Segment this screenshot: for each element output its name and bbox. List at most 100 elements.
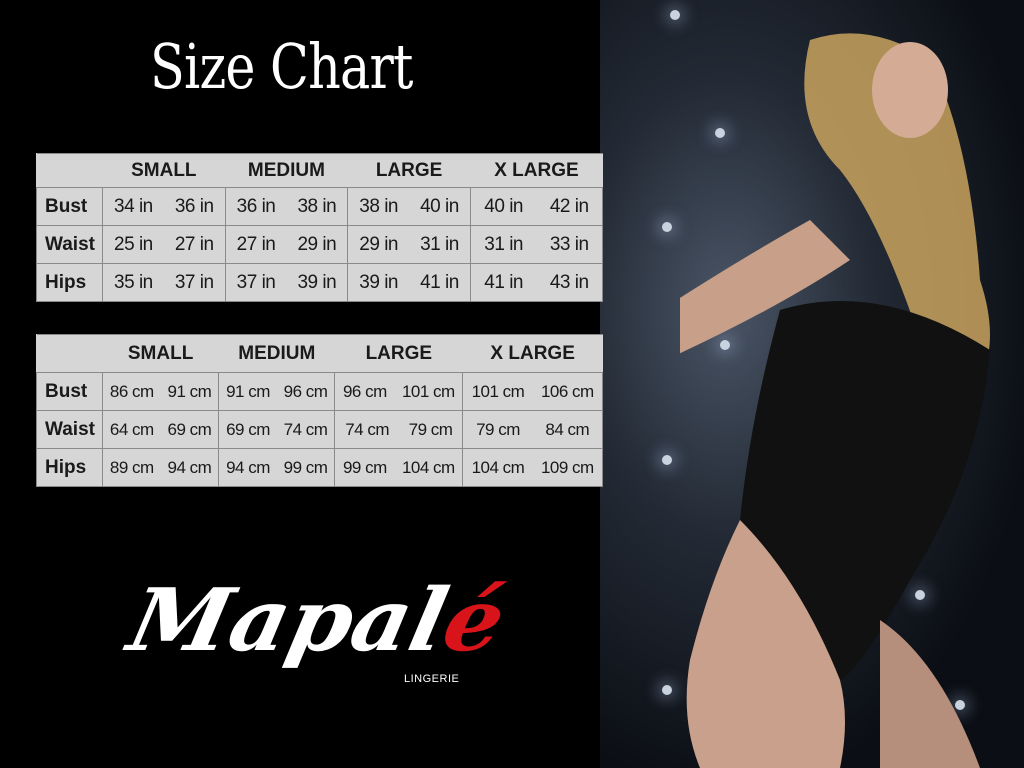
max-value: 79 cm xyxy=(408,419,453,439)
max-value: 37 in xyxy=(174,271,214,293)
min-value: 40 in xyxy=(484,195,523,217)
min-value: 74 cm xyxy=(345,419,389,439)
min-value: 99 cm xyxy=(342,457,387,477)
max-value: 31 in xyxy=(420,233,459,255)
min-value: 96 cm xyxy=(342,381,387,401)
min-value: 69 cm xyxy=(226,419,270,439)
page-title: Size Chart xyxy=(150,30,413,103)
brand-subtitle: LINGERIE xyxy=(404,673,460,685)
table-row: Waist 64 cm 69 cm 69 cm 74 cm 74 cm 79 cm 79 cm… xyxy=(36,410,603,449)
tuft-button xyxy=(670,10,680,20)
min-value: 31 in xyxy=(484,233,523,255)
size-range-cell: 96 cm 101 cm xyxy=(334,372,464,411)
size-header: SMALL xyxy=(102,334,219,373)
max-value: 96 cm xyxy=(283,381,328,401)
max-value: 109 cm xyxy=(540,457,594,477)
max-value: 74 cm xyxy=(283,419,328,439)
min-value: 34 in xyxy=(114,195,153,217)
size-range-cell: 89 cm 94 cm xyxy=(101,448,220,487)
tuft-button xyxy=(915,590,925,600)
size-range-cell: 31 in 33 in xyxy=(469,225,604,264)
brand-logo: Mapalé xyxy=(120,570,513,671)
max-value: 38 in xyxy=(297,195,337,217)
size-range-cell: 34 in 36 in xyxy=(102,187,226,226)
size-range-cell: 99 cm 104 cm xyxy=(334,448,464,487)
header-empty xyxy=(36,153,103,188)
size-header: X LARGE xyxy=(462,334,603,373)
size-header: X LARGE xyxy=(470,153,603,188)
row-label: Waist xyxy=(36,225,103,264)
table-row: Hips 89 cm 94 cm 94 cm 99 cm 99 cm 104 cm 104 c… xyxy=(36,448,603,487)
min-value: 89 cm xyxy=(109,457,154,477)
min-value: 41 in xyxy=(484,271,523,293)
row-label: Bust xyxy=(36,187,103,226)
size-range-cell: 69 cm 74 cm xyxy=(218,410,336,449)
min-value: 29 in xyxy=(359,233,398,255)
size-range-cell: 36 in 38 in xyxy=(224,187,349,226)
max-value: 106 cm xyxy=(540,381,594,401)
min-value: 104 cm xyxy=(471,457,525,477)
tuft-button xyxy=(720,340,730,350)
row-label: Bust xyxy=(36,372,103,411)
size-range-cell: 101 cm 106 cm xyxy=(462,372,603,411)
size-range-cell: 29 in 31 in xyxy=(347,225,471,264)
max-value: 104 cm xyxy=(401,457,455,477)
size-header: LARGE xyxy=(334,334,463,373)
size-header: LARGE xyxy=(347,153,471,188)
max-value: 69 cm xyxy=(167,419,212,439)
size-range-cell: 64 cm 69 cm xyxy=(101,410,220,449)
max-value: 40 in xyxy=(420,195,459,217)
min-value: 94 cm xyxy=(226,457,270,477)
brand-name: Mapal xyxy=(120,570,457,671)
row-label: Hips xyxy=(36,263,103,302)
size-range-cell: 38 in 40 in xyxy=(347,187,471,226)
table-row: Bust 34 in 36 in 36 in 38 in 38 in 40 in 40 in 4… xyxy=(36,187,604,226)
min-value: 38 in xyxy=(359,195,398,217)
size-header: MEDIUM xyxy=(225,153,348,188)
max-value: 99 cm xyxy=(283,457,328,477)
min-value: 37 in xyxy=(236,271,276,293)
max-value: 27 in xyxy=(174,233,214,255)
row-label: Waist xyxy=(36,410,103,449)
table-row: Bust 86 cm 91 cm 91 cm 96 cm 96 cm 101 cm 101 c… xyxy=(36,372,603,411)
size-header: MEDIUM xyxy=(218,334,335,373)
tuft-button xyxy=(662,222,672,232)
size-range-cell: 37 in 39 in xyxy=(224,263,349,302)
row-label: Hips xyxy=(36,448,103,487)
max-value: 29 in xyxy=(297,233,337,255)
min-value: 101 cm xyxy=(471,381,525,401)
size-range-cell: 94 cm 99 cm xyxy=(218,448,336,487)
max-value: 42 in xyxy=(549,195,589,217)
size-range-cell: 104 cm 109 cm xyxy=(462,448,603,487)
table-row: Hips 35 in 37 in 37 in 39 in 39 in 41 in 41 in 4… xyxy=(36,263,604,302)
min-value: 36 in xyxy=(236,195,276,217)
header-row: SMALL MEDIUM LARGE X LARGE xyxy=(36,153,603,188)
size-range-cell: 25 in 27 in xyxy=(102,225,226,264)
tuft-button xyxy=(662,685,672,695)
tuft-button xyxy=(955,700,965,710)
header-row: SMALL MEDIUM LARGE X LARGE xyxy=(36,334,603,373)
max-value: 41 in xyxy=(420,271,459,293)
min-value: 91 cm xyxy=(226,381,270,401)
max-value: 84 cm xyxy=(545,419,590,439)
table-row: Waist 25 in 27 in 27 in 29 in 29 in 31 in 31 in… xyxy=(36,225,604,264)
size-table-inches: SMALL MEDIUM LARGE X LARGE Bust 34 in 36 in 36 … xyxy=(36,153,604,302)
size-range-cell: 39 in 41 in xyxy=(347,263,471,302)
max-value: 36 in xyxy=(174,195,214,217)
min-value: 25 in xyxy=(114,233,153,255)
min-value: 79 cm xyxy=(476,419,520,439)
size-range-cell: 79 cm 84 cm xyxy=(462,410,603,449)
min-value: 27 in xyxy=(236,233,276,255)
min-value: 86 cm xyxy=(109,381,154,401)
max-value: 33 in xyxy=(549,233,589,255)
max-value: 39 in xyxy=(297,271,337,293)
tuft-button xyxy=(715,128,725,138)
header-empty xyxy=(36,334,103,373)
size-header: SMALL xyxy=(102,153,226,188)
size-range-cell: 27 in 29 in xyxy=(224,225,349,264)
max-value: 43 in xyxy=(549,271,589,293)
max-value: 94 cm xyxy=(167,457,212,477)
min-value: 39 in xyxy=(359,271,398,293)
tuft-button xyxy=(662,455,672,465)
size-range-cell: 86 cm 91 cm xyxy=(101,372,220,411)
